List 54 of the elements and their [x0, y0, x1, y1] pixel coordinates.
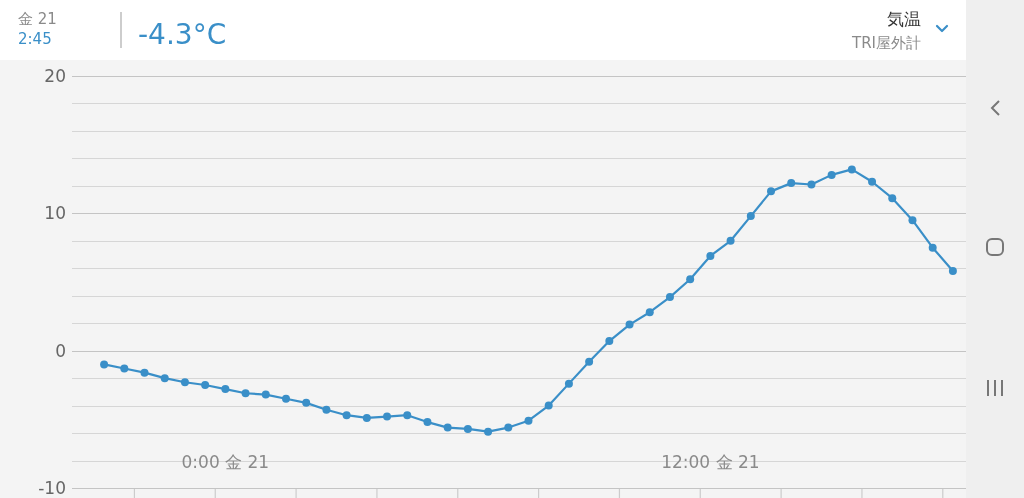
point — [201, 381, 210, 389]
y-tick-label: 0 — [55, 340, 66, 361]
point — [100, 360, 109, 369]
point — [362, 413, 371, 422]
point — [665, 293, 674, 302]
chart-subtitle: TRI屋外計 — [850, 34, 921, 52]
point — [160, 374, 169, 383]
y-tick-label: 20 — [44, 66, 66, 86]
point — [180, 378, 189, 387]
x-tick-label: 12:00 金 21 — [661, 452, 760, 472]
point — [686, 275, 695, 284]
point — [868, 177, 877, 186]
point — [302, 398, 311, 407]
point — [504, 423, 513, 432]
point — [605, 337, 614, 346]
point — [383, 412, 392, 421]
point — [847, 165, 856, 174]
point — [443, 423, 452, 432]
point — [787, 179, 796, 188]
point — [484, 427, 493, 436]
point — [827, 170, 836, 179]
x-tick-label: 0:00 金 21 — [181, 452, 270, 472]
chart-title: 気温 — [887, 9, 921, 29]
point — [140, 368, 149, 377]
point — [948, 267, 957, 276]
point — [281, 394, 290, 403]
y-tick-label: -10 — [38, 478, 66, 498]
point — [645, 308, 654, 317]
point — [625, 320, 634, 329]
point — [423, 418, 432, 427]
point — [241, 389, 250, 398]
text: 金 21 — [18, 10, 57, 28]
point — [908, 216, 917, 225]
point — [888, 194, 897, 203]
point — [120, 364, 129, 373]
point — [928, 243, 937, 252]
point — [463, 424, 472, 433]
point — [767, 187, 776, 196]
y-tick-label: 10 — [44, 203, 66, 224]
text: 2:45 — [18, 30, 52, 48]
point — [322, 405, 331, 414]
point — [342, 411, 351, 420]
point — [221, 385, 230, 394]
point — [585, 357, 594, 366]
point — [403, 411, 412, 420]
point — [807, 180, 816, 189]
point — [706, 251, 715, 260]
point — [564, 379, 573, 388]
point — [261, 390, 270, 399]
point — [726, 236, 735, 245]
point — [746, 212, 755, 221]
text: -4.3°C — [138, 18, 227, 51]
point — [544, 401, 553, 410]
point — [524, 416, 533, 425]
